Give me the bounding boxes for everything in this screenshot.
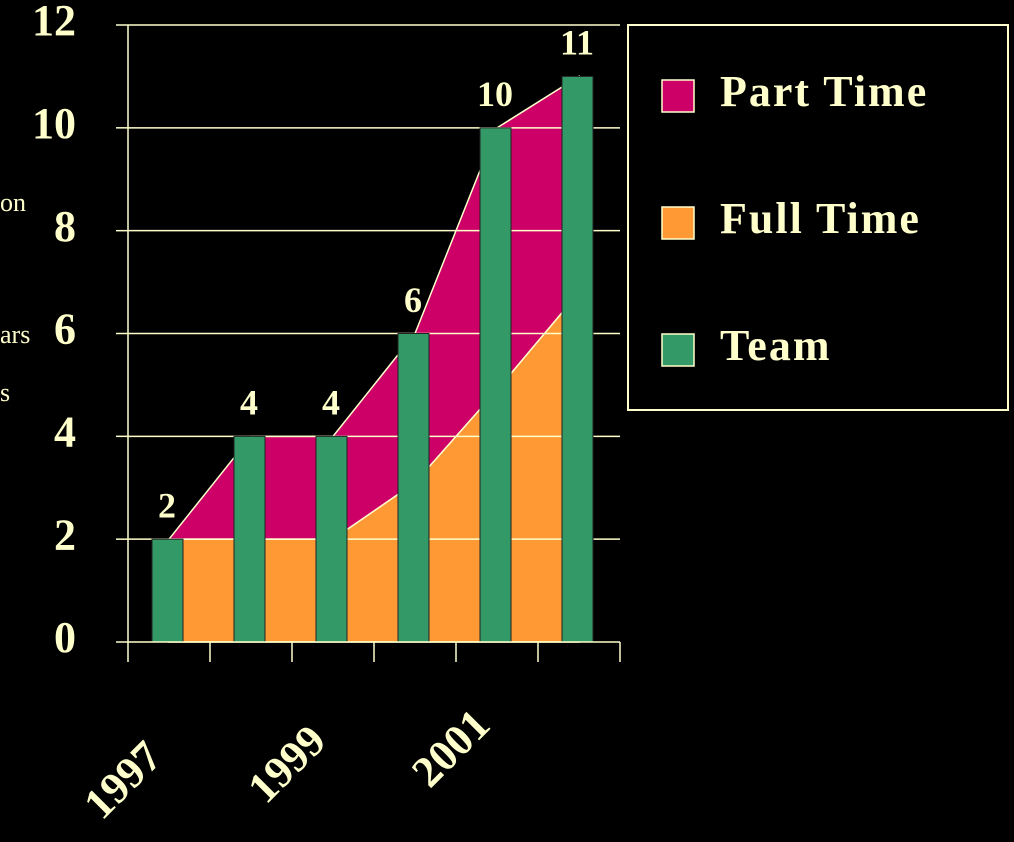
y-tick-label: 12 — [32, 0, 76, 45]
legend-label: Part Time — [720, 67, 928, 116]
legend-swatch — [661, 206, 695, 240]
legend-label: Team — [720, 321, 832, 370]
y-tick-label: 10 — [32, 99, 76, 148]
bar — [561, 75, 594, 643]
y-tick-label: 2 — [54, 510, 76, 559]
bar — [397, 333, 430, 643]
legend-box — [627, 24, 1009, 411]
data-label: 11 — [560, 23, 594, 63]
legend-label: Full Time — [720, 194, 921, 243]
data-label: 10 — [477, 74, 513, 114]
y-tick-label: 0 — [54, 613, 76, 662]
axis-title-fragment: s — [0, 378, 10, 407]
axis-title-fragment: ars — [0, 320, 30, 349]
bar — [315, 435, 348, 643]
bar — [233, 435, 266, 643]
y-tick-label: 6 — [54, 305, 76, 354]
legend-swatch — [661, 333, 695, 367]
y-tick-label: 8 — [54, 202, 76, 251]
bar — [479, 127, 512, 643]
bar — [151, 538, 184, 643]
axis-title-fragment: on — [0, 188, 26, 217]
y-tick-label: 4 — [54, 407, 76, 456]
data-label: 4 — [240, 383, 258, 423]
data-label: 2 — [158, 485, 176, 525]
data-label: 4 — [322, 383, 340, 423]
legend-swatch — [661, 79, 695, 113]
data-label: 6 — [404, 280, 422, 320]
